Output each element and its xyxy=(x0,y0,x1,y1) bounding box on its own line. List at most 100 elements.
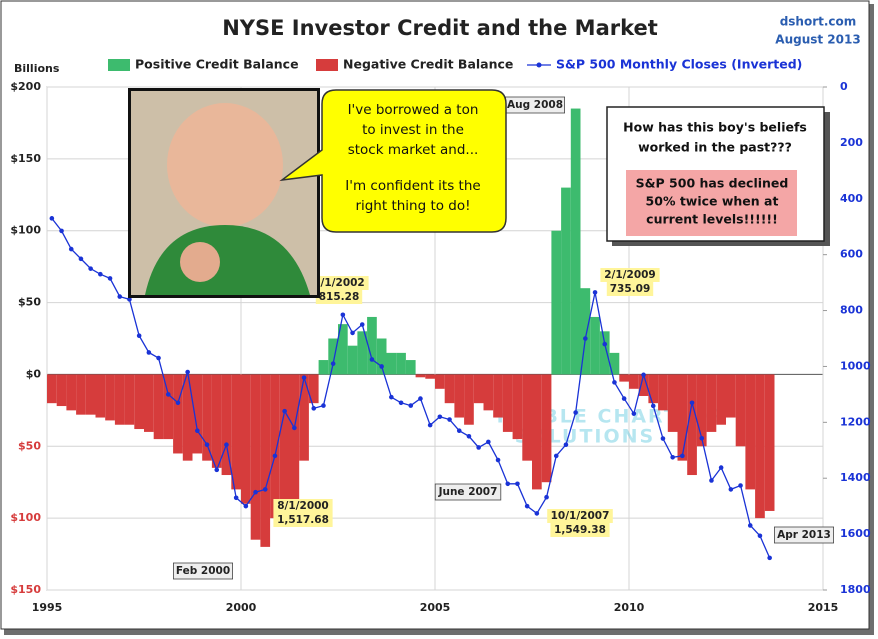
bar xyxy=(735,374,746,447)
bar xyxy=(619,374,629,382)
annotation: 815.28 xyxy=(319,291,360,303)
point xyxy=(602,341,608,347)
point xyxy=(350,330,355,336)
bar xyxy=(716,374,726,425)
y2-tick-label: 1400 xyxy=(840,471,871,484)
point xyxy=(127,297,132,302)
point xyxy=(107,276,113,281)
point xyxy=(253,489,258,495)
bar xyxy=(454,374,465,418)
bar xyxy=(629,374,639,389)
point xyxy=(369,357,375,362)
point xyxy=(175,400,181,406)
point xyxy=(738,483,743,488)
bar xyxy=(658,374,668,411)
bar xyxy=(425,374,435,379)
bar xyxy=(648,374,659,404)
point xyxy=(621,396,627,401)
speech-text: right thing to do! xyxy=(355,198,470,214)
annotation-box xyxy=(774,526,835,544)
point xyxy=(321,403,326,408)
point xyxy=(262,487,268,492)
point xyxy=(466,434,472,439)
speech-text: to invest in the xyxy=(362,122,464,138)
point xyxy=(379,364,384,369)
bar xyxy=(609,352,620,375)
point xyxy=(573,410,578,415)
point xyxy=(660,436,666,441)
bar xyxy=(696,374,707,447)
annotation: 8/1/2000 xyxy=(277,500,329,512)
bar xyxy=(706,374,717,432)
point xyxy=(195,428,200,434)
bar xyxy=(270,374,280,519)
photo-face xyxy=(167,103,283,227)
point xyxy=(389,394,394,400)
x-tick-label: 2000 xyxy=(226,601,257,614)
bar xyxy=(114,374,125,425)
bar xyxy=(367,316,377,375)
bar xyxy=(182,374,193,461)
annotation-box xyxy=(434,483,502,501)
point xyxy=(699,435,705,441)
chart-title: NYSE Investor Credit and the Market xyxy=(222,16,658,40)
annotation-highlight xyxy=(273,513,333,527)
bar xyxy=(308,374,319,404)
question-text: worked in the past??? xyxy=(638,140,792,155)
watermark: KIMBLE CHARTING xyxy=(497,406,724,428)
bar xyxy=(299,374,309,461)
point xyxy=(486,439,491,445)
bar xyxy=(347,345,358,375)
point xyxy=(214,467,220,473)
point xyxy=(456,428,462,434)
bar xyxy=(590,316,600,375)
bar xyxy=(241,374,251,504)
bar xyxy=(95,374,106,418)
x-tick-label: 1995 xyxy=(32,601,63,614)
bar xyxy=(318,360,329,375)
point xyxy=(631,411,637,416)
annotation: June 2007 xyxy=(438,486,498,498)
point xyxy=(136,333,142,339)
point xyxy=(427,422,433,428)
bar xyxy=(580,288,591,375)
bar xyxy=(250,374,261,540)
bar xyxy=(493,374,503,418)
annotation: Feb 2000 xyxy=(176,565,230,577)
y-tick-label: $50 xyxy=(18,439,41,452)
legend-marker xyxy=(536,62,542,68)
speech-text: I'm confident its the xyxy=(345,178,480,194)
bar xyxy=(415,374,426,378)
bar xyxy=(231,374,241,490)
point xyxy=(98,271,103,277)
annotation-highlight xyxy=(309,276,369,290)
point xyxy=(398,400,404,406)
bar xyxy=(522,374,532,461)
point xyxy=(447,417,452,422)
bar xyxy=(386,352,397,375)
point xyxy=(718,465,724,470)
bar xyxy=(551,230,562,375)
legend-label: Negative Credit Balance xyxy=(343,57,513,72)
y-tick-label: $200 xyxy=(10,80,41,93)
point xyxy=(146,350,152,355)
bar xyxy=(561,187,571,375)
bar xyxy=(153,374,164,440)
speech-text: stock market and... xyxy=(348,142,479,158)
bar xyxy=(85,374,96,415)
bar xyxy=(66,374,77,411)
warning-text: 50% twice when at xyxy=(646,194,779,209)
bar xyxy=(144,374,154,432)
bar xyxy=(444,374,455,404)
bar xyxy=(667,374,678,432)
annotation-highlight xyxy=(273,499,333,513)
point xyxy=(49,216,55,221)
y-tick-label: $150 xyxy=(10,583,41,596)
x-tick-label: 2015 xyxy=(808,601,839,614)
point xyxy=(117,294,123,299)
bar xyxy=(677,374,688,461)
point xyxy=(728,487,734,492)
annotation-highlight xyxy=(600,268,660,282)
legend-label: S&P 500 Monthly Closes (Inverted) xyxy=(556,57,802,72)
point xyxy=(757,533,763,539)
